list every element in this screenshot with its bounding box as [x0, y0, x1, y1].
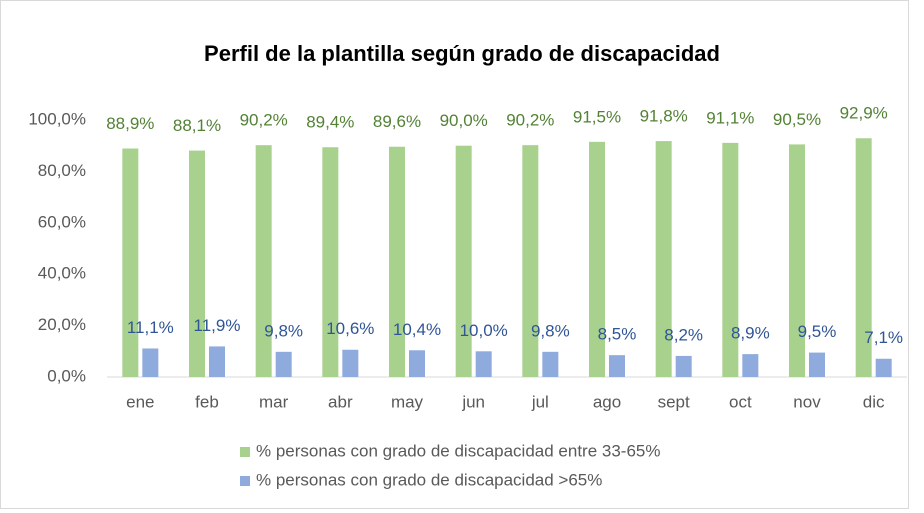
bar	[322, 147, 339, 377]
x-tick-label: nov	[793, 392, 821, 411]
y-tick-label: 0,0%	[47, 366, 86, 385]
bar	[722, 142, 739, 377]
bar	[789, 144, 805, 377]
data-label: 10,0%	[460, 321, 508, 340]
y-tick-label: 40,0%	[38, 264, 86, 283]
bar	[255, 145, 272, 377]
data-label: 10,4%	[393, 320, 441, 339]
y-tick-label: 20,0%	[38, 315, 86, 334]
bar	[409, 350, 425, 377]
data-label: 91,1%	[706, 108, 754, 127]
x-tick-label: jun	[461, 392, 485, 411]
bar	[675, 355, 692, 377]
data-label: 7,1%	[864, 328, 903, 347]
data-label: 8,5%	[598, 325, 637, 344]
legend-label: % personas con grado de discapacidad ent…	[256, 441, 661, 460]
bar	[275, 351, 292, 377]
data-label: 90,0%	[440, 111, 488, 130]
bar	[655, 141, 672, 377]
bar	[542, 351, 559, 377]
x-tick-label: abr	[328, 392, 353, 411]
x-tick-label: ago	[593, 392, 621, 411]
bar	[855, 138, 872, 377]
data-label: 9,5%	[798, 322, 837, 341]
data-label: 92,9%	[840, 104, 888, 123]
data-label: 88,9%	[106, 114, 154, 133]
bar	[609, 355, 625, 377]
bar	[475, 351, 492, 377]
bar	[142, 348, 159, 377]
data-label: 91,5%	[573, 107, 621, 126]
bar	[455, 145, 472, 377]
data-label: 9,8%	[264, 321, 303, 340]
bar	[122, 148, 139, 377]
x-tick-label: oct	[729, 392, 752, 411]
data-label: 90,2%	[506, 111, 554, 130]
data-label: 11,9%	[194, 316, 241, 335]
y-tick-label: 80,0%	[38, 161, 86, 180]
x-tick-label: sept	[658, 392, 690, 411]
data-label: 89,6%	[373, 112, 421, 131]
bar	[209, 346, 225, 377]
y-tick-label: 100,0%	[28, 109, 86, 128]
x-tick-label: jul	[531, 392, 549, 411]
legend-swatch	[240, 476, 250, 486]
data-label: 89,4%	[306, 113, 354, 132]
data-label: 90,5%	[773, 110, 821, 129]
data-label: 91,8%	[640, 107, 688, 126]
bar	[809, 352, 825, 377]
bar	[589, 141, 605, 377]
data-label: 10,6%	[326, 319, 374, 338]
x-tick-label: ene	[126, 392, 154, 411]
x-tick-label: may	[391, 392, 424, 411]
bar	[342, 349, 359, 377]
bar	[189, 150, 205, 377]
data-label: 8,2%	[664, 325, 703, 344]
x-tick-label: feb	[195, 392, 219, 411]
data-label: 11,1%	[127, 318, 174, 337]
data-label: 9,8%	[531, 321, 570, 340]
bar	[875, 358, 892, 377]
legend-label: % personas con grado de discapacidad >65…	[256, 470, 602, 489]
legend-swatch	[240, 447, 250, 457]
data-label: 8,9%	[731, 324, 770, 343]
bar	[522, 145, 539, 377]
bar	[742, 354, 759, 377]
bar	[389, 146, 405, 377]
x-tick-label: mar	[259, 392, 289, 411]
data-label: 88,1%	[173, 116, 221, 135]
chart-border	[0, 0, 909, 509]
y-tick-label: 60,0%	[38, 212, 86, 231]
data-label: 90,2%	[240, 111, 288, 130]
x-tick-label: dic	[863, 392, 885, 411]
chart-title: Perfil de la plantilla según grado de di…	[204, 41, 720, 66]
